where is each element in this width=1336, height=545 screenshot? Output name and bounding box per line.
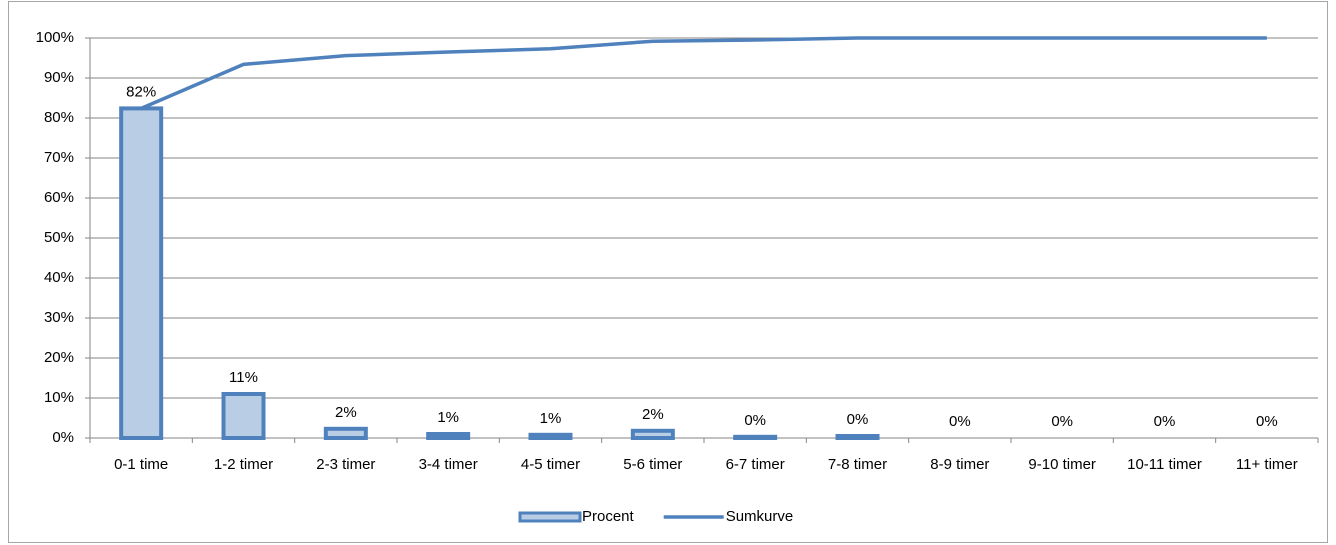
y-tick-label: 60% bbox=[44, 189, 74, 206]
x-tick-label: 8-9 timer bbox=[930, 456, 989, 473]
y-tick-label: 40% bbox=[44, 269, 74, 286]
bar bbox=[835, 434, 880, 440]
bar bbox=[323, 426, 368, 440]
y-tick-label: 100% bbox=[36, 29, 74, 46]
y-tick-label: 80% bbox=[44, 109, 74, 126]
data-label: 0% bbox=[1154, 413, 1176, 430]
x-tick-label: 11+ timer bbox=[1236, 456, 1298, 473]
bar bbox=[426, 432, 471, 440]
chart-border bbox=[8, 1, 1328, 543]
bar bbox=[528, 432, 573, 440]
data-label: 0% bbox=[1051, 413, 1073, 430]
legend-label: Procent bbox=[582, 508, 635, 525]
data-label: 1% bbox=[437, 409, 459, 426]
x-tick-label: 4-5 timer bbox=[521, 456, 580, 473]
bar bbox=[733, 434, 778, 440]
data-label: 2% bbox=[335, 404, 357, 421]
bar bbox=[221, 392, 266, 440]
data-label: 82% bbox=[126, 83, 156, 100]
x-tick-label: 9-10 timer bbox=[1028, 456, 1096, 473]
x-tick-label: 1-2 timer bbox=[214, 456, 273, 473]
y-tick-label: 20% bbox=[44, 349, 74, 366]
data-label: 0% bbox=[1256, 413, 1278, 430]
data-label: 11% bbox=[229, 369, 258, 386]
data-label: 1% bbox=[540, 410, 562, 427]
y-tick-label: 10% bbox=[44, 389, 74, 406]
x-tick-label: 10-11 timer bbox=[1127, 456, 1202, 473]
data-label: 0% bbox=[949, 413, 971, 430]
y-tick-label: 70% bbox=[44, 149, 74, 166]
y-tick-label: 90% bbox=[44, 69, 74, 86]
x-tick-label: 2-3 timer bbox=[316, 456, 375, 473]
x-tick-label: 0-1 time bbox=[114, 456, 168, 473]
legend-swatch bbox=[518, 511, 582, 523]
y-tick-label: 0% bbox=[52, 429, 74, 446]
x-tick-label: 6-7 timer bbox=[726, 456, 785, 473]
legend-label: Sumkurve bbox=[726, 508, 794, 525]
data-label: 2% bbox=[642, 406, 664, 423]
line bbox=[140, 36, 1267, 111]
x-tick-label: 3-4 timer bbox=[419, 456, 478, 473]
y-tick-label: 50% bbox=[44, 229, 74, 246]
y-tick-label: 30% bbox=[44, 309, 74, 326]
data-label: 0% bbox=[847, 411, 869, 428]
data-label: 0% bbox=[744, 412, 766, 429]
x-tick-label: 7-8 timer bbox=[828, 456, 887, 473]
x-tick-label: 5-6 timer bbox=[623, 456, 682, 473]
bar bbox=[119, 106, 164, 441]
bar bbox=[630, 428, 675, 440]
